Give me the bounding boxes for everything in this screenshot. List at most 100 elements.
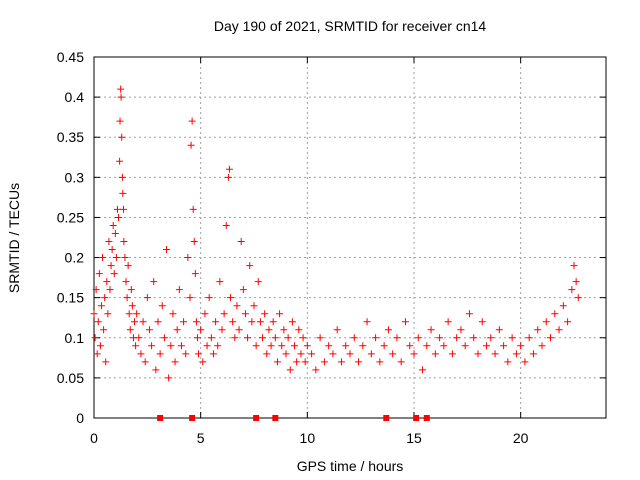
data-point xyxy=(108,246,116,254)
baseline-marker xyxy=(189,415,196,421)
data-point xyxy=(271,334,279,342)
y-tick-label: 0.25 xyxy=(57,209,84,225)
data-point xyxy=(542,318,550,326)
data-point xyxy=(301,358,309,366)
data-point xyxy=(120,238,128,246)
data-point xyxy=(529,350,537,358)
data-point xyxy=(207,334,215,342)
data-point xyxy=(184,254,192,262)
data-point xyxy=(241,310,249,318)
data-point xyxy=(325,342,333,350)
data-point xyxy=(106,286,114,294)
data-point xyxy=(256,318,264,326)
y-axis-label: SRMTID / TECUs xyxy=(6,183,22,293)
data-point xyxy=(333,326,341,334)
data-point xyxy=(187,141,195,149)
data-point xyxy=(410,350,418,358)
data-point xyxy=(125,310,133,318)
data-point xyxy=(261,310,269,318)
data-point xyxy=(139,318,147,326)
data-point xyxy=(216,278,224,286)
data-point xyxy=(117,85,125,93)
data-point xyxy=(259,334,267,342)
data-point xyxy=(534,326,542,334)
data-point xyxy=(299,334,307,342)
data-point xyxy=(372,334,380,342)
data-point xyxy=(90,310,98,318)
data-point xyxy=(199,358,207,366)
baseline-marker xyxy=(383,415,390,421)
y-tick-label: 0.1 xyxy=(65,330,85,346)
data-point xyxy=(190,238,198,246)
data-point xyxy=(474,350,482,358)
data-point xyxy=(512,350,520,358)
data-point xyxy=(107,262,115,270)
data-point xyxy=(203,342,211,350)
y-tick-label: 0.15 xyxy=(57,290,84,306)
data-point xyxy=(244,334,252,342)
data-point xyxy=(267,342,275,350)
data-point xyxy=(131,318,139,326)
data-point xyxy=(126,326,134,334)
baseline-marker xyxy=(272,415,279,421)
data-point xyxy=(92,286,100,294)
data-point xyxy=(143,294,151,302)
data-point xyxy=(145,326,153,334)
x-axis-label: GPS time / hours xyxy=(297,458,404,474)
data-point xyxy=(355,358,363,366)
data-point xyxy=(156,350,164,358)
data-point xyxy=(152,366,160,374)
data-point xyxy=(401,318,409,326)
data-point xyxy=(465,310,473,318)
data-point xyxy=(278,342,286,350)
data-point xyxy=(491,350,499,358)
data-point xyxy=(141,358,149,366)
data-point xyxy=(525,334,533,342)
axis-ticks: 0 0.05 0.1 0.15 0.2 0.25 0.3 0.35 0.4 0.45 0 5 10 15 2… xyxy=(57,49,606,446)
data-point xyxy=(291,342,299,350)
baseline-marker xyxy=(253,415,260,421)
data-point xyxy=(269,318,277,326)
data-point xyxy=(286,366,294,374)
data-point xyxy=(276,310,284,318)
data-point xyxy=(246,262,254,270)
y-tick-label: 0 xyxy=(76,410,84,426)
x-tick-label: 0 xyxy=(90,430,98,446)
y-tick-label: 0.45 xyxy=(57,49,84,65)
data-point xyxy=(574,294,582,302)
data-point xyxy=(487,334,495,342)
plot-frame xyxy=(93,56,607,419)
data-point xyxy=(110,270,118,278)
data-point xyxy=(250,302,258,310)
data-point xyxy=(448,350,456,358)
data-point xyxy=(91,334,99,342)
data-point xyxy=(104,310,112,318)
data-point xyxy=(570,262,578,270)
data-point xyxy=(160,334,168,342)
data-point xyxy=(231,334,239,342)
data-point xyxy=(397,358,405,366)
x-tick-label: 5 xyxy=(197,430,205,446)
data-point xyxy=(113,205,121,213)
data-point xyxy=(303,342,311,350)
data-points xyxy=(90,85,582,382)
data-point xyxy=(252,342,260,350)
data-point xyxy=(148,342,156,350)
data-point xyxy=(167,342,175,350)
data-point xyxy=(308,350,316,358)
data-point xyxy=(297,350,305,358)
data-point xyxy=(123,294,131,302)
y-tick-label: 0.05 xyxy=(57,370,84,386)
data-point xyxy=(195,350,203,358)
data-point xyxy=(233,302,241,310)
data-point xyxy=(517,342,525,350)
data-point xyxy=(158,302,166,310)
data-point xyxy=(284,334,292,342)
data-point xyxy=(406,342,414,350)
x-tick-label: 20 xyxy=(513,430,529,446)
data-point xyxy=(248,318,256,326)
data-point xyxy=(389,350,397,358)
data-point xyxy=(440,342,448,350)
data-point xyxy=(117,93,125,101)
data-point xyxy=(265,326,273,334)
